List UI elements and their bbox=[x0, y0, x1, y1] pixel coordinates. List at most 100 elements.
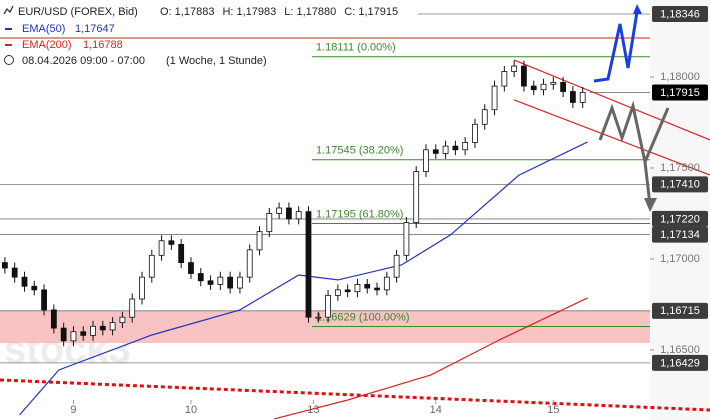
ohlc-label: C: 1,17915 bbox=[344, 6, 398, 18]
candle-body bbox=[325, 294, 331, 318]
price-tag bbox=[652, 6, 708, 23]
candle-body bbox=[442, 145, 449, 154]
price-tag-label: 1,16429 bbox=[660, 357, 700, 369]
candle-body bbox=[521, 65, 527, 87]
candle-body bbox=[31, 285, 38, 291]
legend: EUR/USD (FOREX, Bid) O: 1,17883 H: 1,1798… bbox=[3, 5, 398, 67]
candle-body bbox=[403, 222, 410, 256]
candle-body bbox=[560, 82, 567, 92]
candle-body bbox=[364, 284, 371, 289]
candle-body bbox=[530, 85, 537, 91]
candle-body bbox=[550, 82, 557, 85]
candle-body bbox=[41, 289, 47, 311]
y-tick-label: 1,17000 bbox=[660, 253, 700, 265]
candle-body bbox=[305, 211, 312, 318]
date-range: 08.04.2026 09:00 - 07:00 bbox=[22, 55, 145, 67]
candle-body bbox=[1, 262, 8, 269]
candle-body bbox=[423, 149, 429, 173]
candle-body bbox=[383, 276, 390, 291]
candle-body bbox=[50, 309, 57, 329]
candle-body bbox=[119, 316, 126, 324]
candle-body bbox=[207, 280, 214, 285]
candle-body bbox=[266, 213, 273, 233]
candle-body bbox=[256, 231, 263, 251]
price-tag-label: 1,17220 bbox=[660, 213, 700, 225]
scenario-up bbox=[593, 11, 639, 83]
candle-body bbox=[60, 327, 67, 342]
candle-body bbox=[481, 109, 488, 125]
fib-label: 1.17195 (61.80%) bbox=[316, 208, 403, 220]
price-tag bbox=[652, 302, 708, 319]
price-tag bbox=[652, 176, 708, 193]
ema-line bbox=[19, 141, 588, 416]
candle-body bbox=[334, 289, 341, 296]
candle-body bbox=[569, 91, 576, 103]
price-tag-label: 1,17134 bbox=[660, 229, 700, 241]
candle-body bbox=[393, 254, 400, 278]
candle-body bbox=[540, 83, 547, 91]
candle-body bbox=[197, 273, 204, 282]
candle-body bbox=[511, 65, 518, 72]
candle-body bbox=[276, 207, 283, 214]
fib-label: 1.16629 (100.00%) bbox=[316, 311, 410, 323]
candle-body bbox=[432, 149, 439, 154]
candle-body bbox=[217, 276, 224, 285]
y-tick-label: 1,17500 bbox=[660, 162, 700, 174]
scenario-zigzag bbox=[598, 100, 670, 167]
trendline bbox=[0, 378, 710, 412]
candle-body bbox=[285, 207, 292, 220]
candle-body bbox=[99, 325, 106, 331]
price-tag-label: 1,17915 bbox=[660, 87, 700, 99]
symbol: EUR/USD (FOREX, Bid) bbox=[18, 6, 138, 18]
candle-body bbox=[21, 276, 28, 287]
candle-body bbox=[178, 243, 185, 263]
ema50-value: 1,17647 bbox=[75, 23, 115, 35]
candle-body bbox=[462, 142, 469, 151]
y-tick-label: 1,16500 bbox=[660, 344, 700, 356]
icon bbox=[4, 55, 14, 65]
ema50-name: EMA(50) bbox=[22, 23, 65, 35]
trendline bbox=[513, 59, 710, 141]
fib-label: 1.18111 (0.00%) bbox=[316, 42, 396, 54]
ohlc-label: H: 1,17983 bbox=[222, 6, 276, 18]
arrowhead bbox=[644, 198, 657, 212]
ohlc-label: L: 1,17880 bbox=[284, 6, 336, 18]
candle-body bbox=[158, 240, 165, 256]
price-tag bbox=[652, 354, 708, 371]
candle-body bbox=[188, 262, 194, 274]
candle-body bbox=[246, 249, 253, 278]
candle-body bbox=[168, 240, 175, 245]
x-tick-label: 13 bbox=[307, 404, 319, 416]
candle-body bbox=[148, 254, 155, 278]
candle-body bbox=[315, 316, 322, 319]
x-tick-label: 14 bbox=[430, 404, 442, 416]
candle-body bbox=[472, 123, 478, 143]
price-axis-bg bbox=[650, 0, 710, 420]
candle-body bbox=[579, 92, 586, 103]
ema200-name: EMA(200) bbox=[22, 39, 72, 51]
candle-body bbox=[374, 287, 380, 291]
candle-body bbox=[70, 331, 77, 342]
scenario-down bbox=[643, 161, 652, 206]
ohlc: O: 1,17883 H: 1,17983 L: 1,17880 C: 1,17915 bbox=[160, 6, 398, 18]
candle-body bbox=[413, 171, 420, 223]
price-tag-label: 1,18346 bbox=[660, 8, 700, 20]
arrowhead bbox=[633, 4, 642, 14]
ohlc-label: O: 1,17883 bbox=[160, 6, 214, 18]
y-tick-label: 1,18000 bbox=[660, 71, 700, 83]
candle-body bbox=[452, 145, 459, 151]
candle-body bbox=[227, 276, 234, 289]
ema200-value: 1,16788 bbox=[83, 39, 123, 51]
icon bbox=[3, 5, 14, 15]
price-tag bbox=[652, 84, 708, 101]
x-tick-label: 9 bbox=[70, 404, 76, 416]
candle-body bbox=[237, 276, 243, 289]
candle-body bbox=[354, 284, 361, 293]
candle-body bbox=[129, 298, 136, 318]
candle-body bbox=[139, 276, 145, 300]
ema-line bbox=[274, 297, 588, 420]
candle-body bbox=[90, 325, 96, 336]
